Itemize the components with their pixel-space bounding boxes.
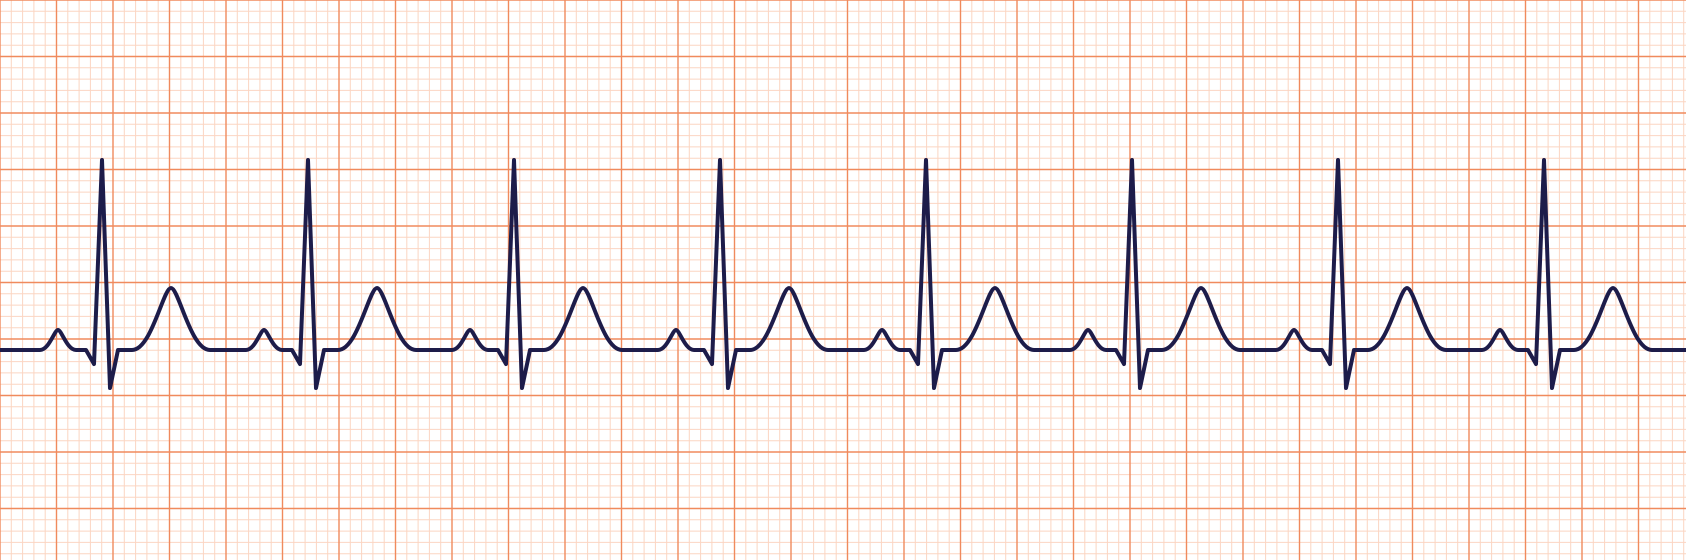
ecg-trace [0, 0, 1686, 560]
ecg-chart [0, 0, 1686, 560]
